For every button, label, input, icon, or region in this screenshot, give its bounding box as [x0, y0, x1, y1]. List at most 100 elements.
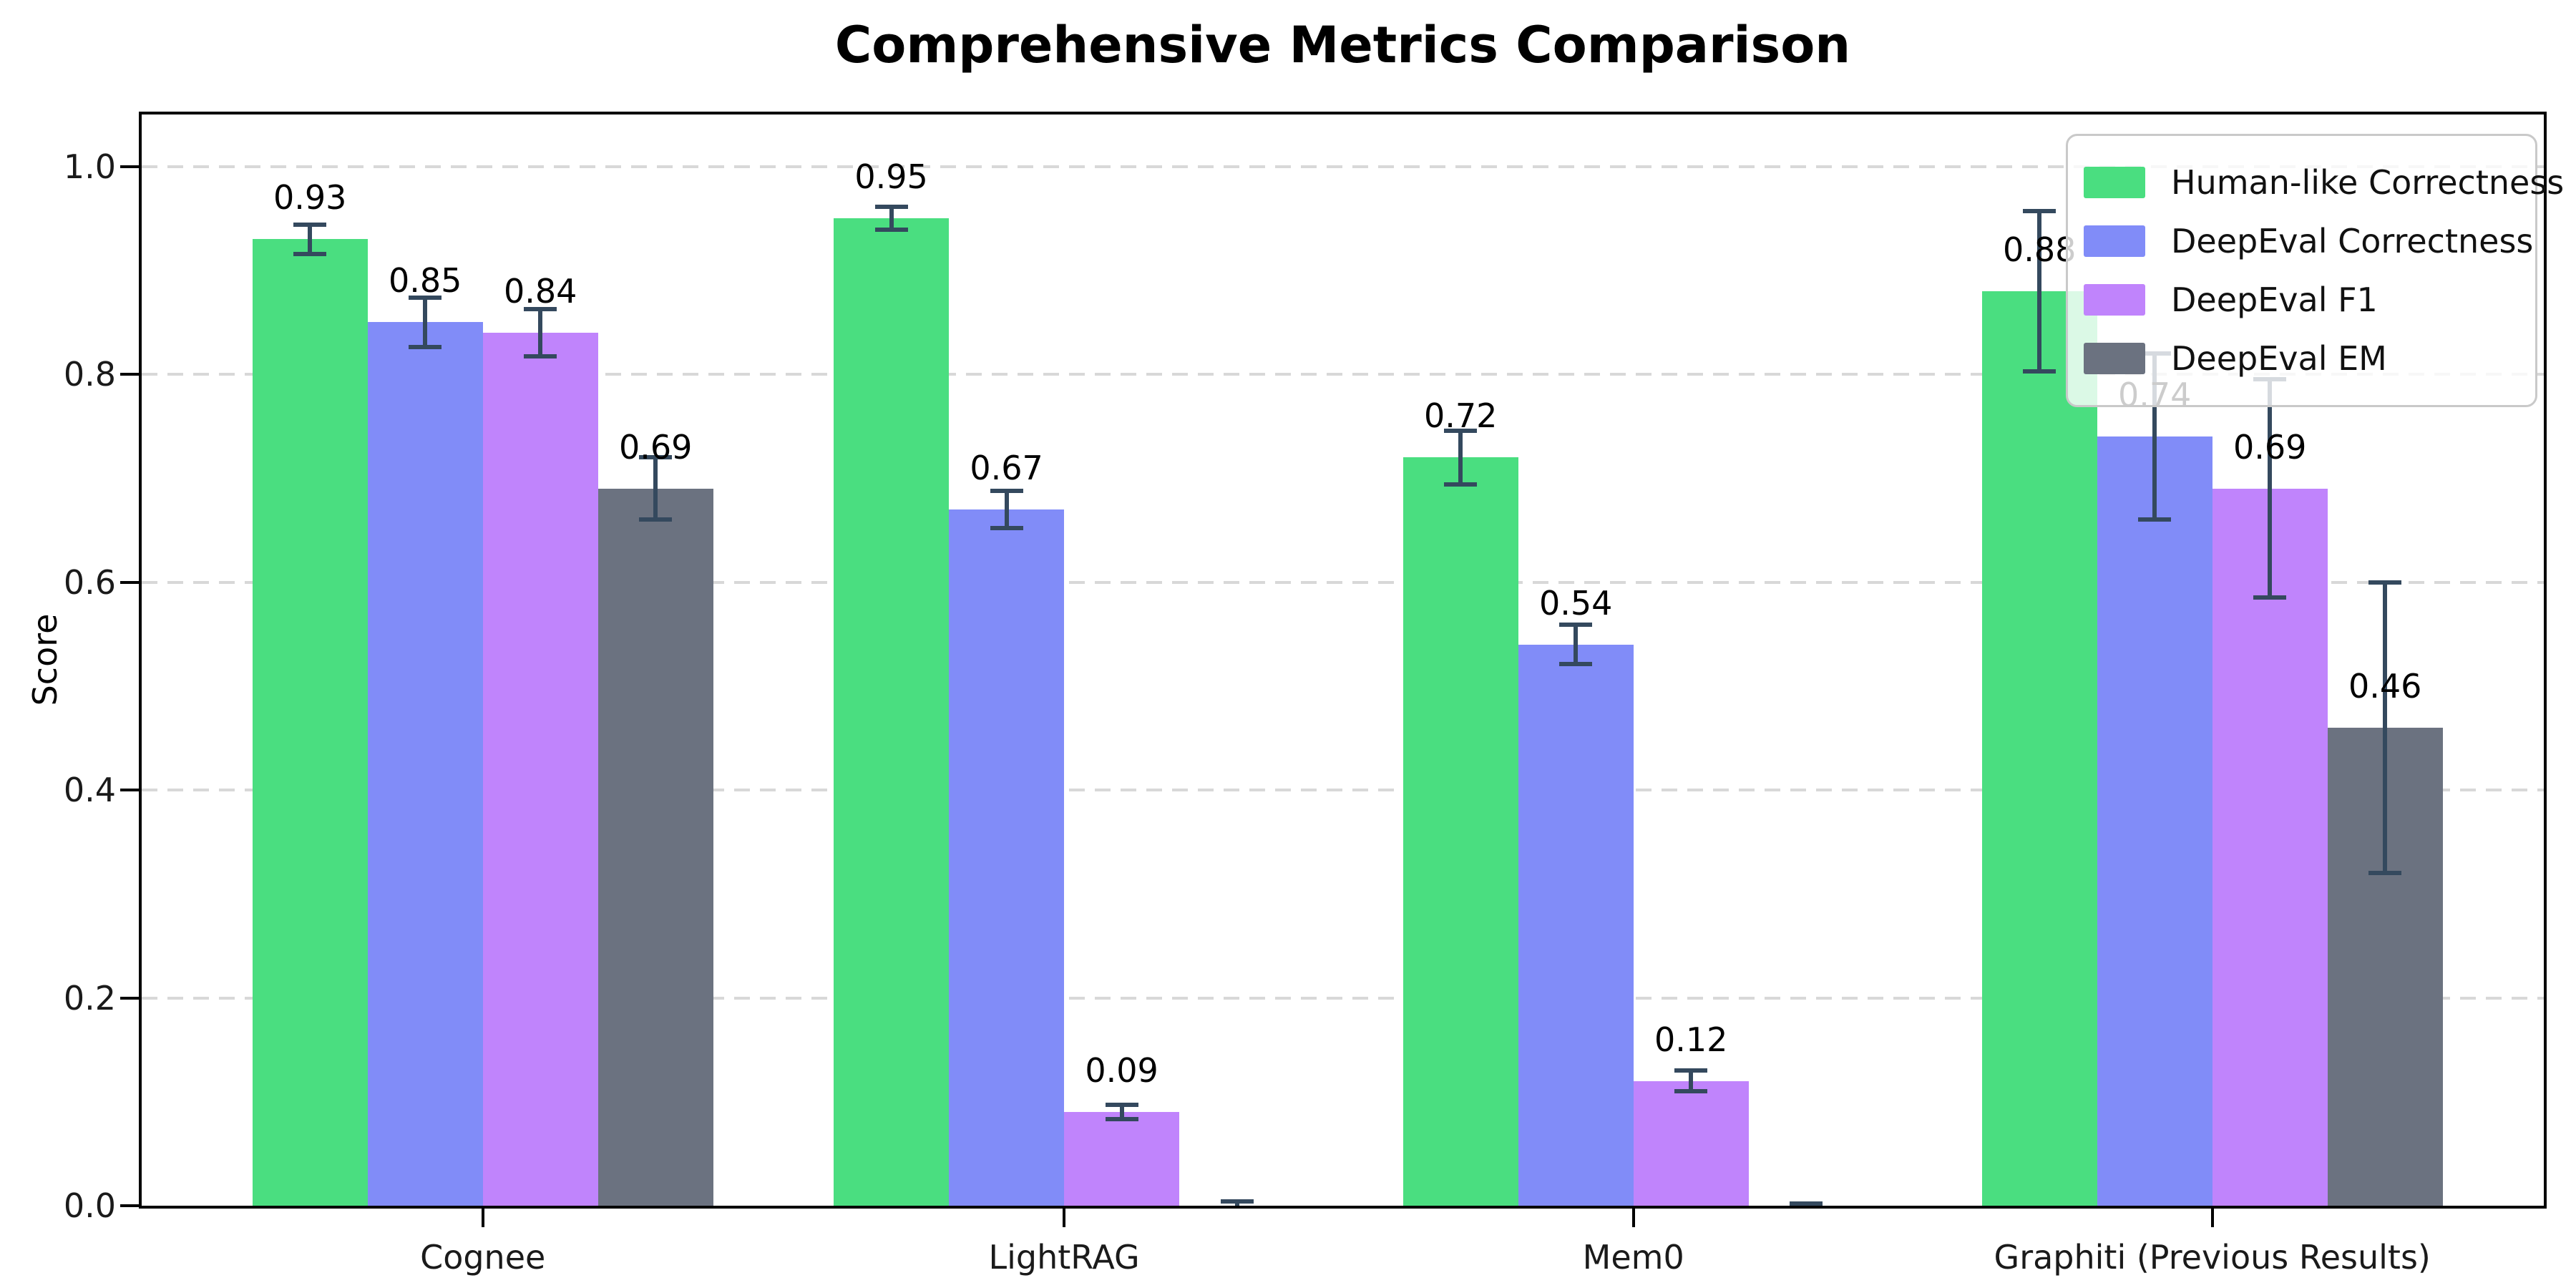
error-bar-deepeval-f1-graphiti-previous-results: [2268, 379, 2273, 598]
bar-value-label-deepeval-f1-cognee: 0.84: [503, 272, 577, 311]
legend-label-deepeval-correctness: DeepEval Correctness: [2171, 222, 2534, 260]
gridline-0.4: [142, 789, 2544, 792]
legend-swatch-human-like-correctness: [2084, 167, 2145, 198]
error-bar-deepeval-f1-cognee: [538, 308, 543, 357]
error-cap-top-deepeval-correctness-mem0: [1559, 623, 1593, 628]
chart-title: Comprehensive Metrics Comparison: [834, 16, 1851, 74]
legend-swatch-deepeval-correctness: [2084, 225, 2145, 257]
error-cap-top-deepeval-correctness-cognee: [409, 295, 442, 300]
axis-spine-bottom: [139, 1206, 2547, 1209]
y-tick-0.8: [120, 373, 142, 376]
bar-value-label-deepeval-f1-lightrag: 0.09: [1085, 1051, 1158, 1091]
error-bar-deepeval-em-cognee: [653, 457, 658, 520]
error-cap-bottom-deepeval-f1-lightrag: [1105, 1117, 1138, 1122]
error-cap-bottom-deepeval-f1-graphiti-previous-results: [2253, 595, 2287, 600]
y-tick-label-0.0: 0.0: [63, 1186, 116, 1225]
error-bar-deepeval-f1-mem0: [1689, 1070, 1694, 1092]
error-bar-human-like-correctness-mem0: [1458, 430, 1463, 485]
legend-label-deepeval-f1: DeepEval F1: [2171, 280, 2378, 319]
y-tick-0.6: [120, 580, 142, 584]
error-bar-deepeval-f1-lightrag: [1119, 1105, 1124, 1120]
error-cap-top-deepeval-em-mem0: [1790, 1201, 1823, 1206]
legend-swatch-deepeval-f1: [2084, 284, 2145, 316]
error-cap-bottom-deepeval-correctness-cognee: [409, 345, 442, 350]
error-cap-bottom-human-like-correctness-cognee: [293, 251, 327, 256]
x-tick-mem0: [1631, 1209, 1635, 1227]
x-tick-graphiti-previous-results: [2210, 1209, 2214, 1227]
error-cap-bottom-deepeval-f1-mem0: [1674, 1089, 1708, 1094]
y-tick-0.2: [120, 996, 142, 1000]
legend-label-human-like-correctness: Human-like Correctness: [2171, 163, 2565, 202]
y-tick-label-0.8: 0.8: [63, 355, 116, 394]
error-cap-bottom-human-like-correctness-graphiti-previous-results: [2023, 369, 2057, 374]
legend-swatch-deepeval-em: [2084, 343, 2145, 374]
error-cap-bottom-deepeval-correctness-lightrag: [990, 526, 1023, 531]
axis-spine-right: [2544, 112, 2547, 1209]
bar-deepeval-f1-graphiti-previous-results: [2212, 488, 2328, 1206]
axis-spine-top: [139, 112, 2547, 114]
bar-deepeval-f1-cognee: [482, 333, 598, 1206]
bar-value-label-deepeval-correctness-lightrag: 0.67: [970, 448, 1043, 487]
gridline-0.6: [142, 580, 2544, 584]
error-cap-top-deepeval-em-cognee: [639, 455, 673, 460]
error-bar-deepeval-correctness-graphiti-previous-results: [2152, 353, 2157, 520]
bar-deepeval-correctness-mem0: [1518, 644, 1634, 1206]
y-tick-label-0.2: 0.2: [63, 978, 116, 1018]
bar-value-label-deepeval-f1-graphiti-previous-results: 0.69: [2233, 427, 2307, 467]
gridline-1.0: [142, 165, 2544, 168]
x-tick-cognee: [481, 1209, 484, 1227]
error-cap-top-deepeval-f1-mem0: [1674, 1068, 1708, 1073]
bar-deepeval-f1-mem0: [1633, 1080, 1749, 1206]
error-cap-top-human-like-correctness-lightrag: [874, 205, 908, 210]
legend: Human-like Correctness DeepEval Correctne…: [2066, 134, 2564, 407]
error-cap-bottom-human-like-correctness-lightrag: [874, 228, 908, 233]
error-bar-human-like-correctness-lightrag: [889, 207, 894, 230]
bar-value-label-human-like-correctness-lightrag: 0.95: [854, 157, 928, 197]
y-axis-label: Score: [26, 613, 64, 706]
legend-item-deepeval-correctness: DeepEval Correctness: [2084, 213, 2533, 269]
bar-deepeval-correctness-graphiti-previous-results: [2097, 436, 2212, 1206]
bar-value-label-human-like-correctness-cognee: 0.93: [273, 178, 347, 218]
error-cap-top-deepeval-f1-cognee: [524, 306, 557, 311]
legend-item-human-like-correctness: Human-like Correctness: [2084, 155, 2564, 210]
bar-human-like-correctness-lightrag: [834, 218, 950, 1206]
bar-deepeval-correctness-lightrag: [949, 509, 1065, 1206]
bar-deepeval-correctness-cognee: [367, 322, 483, 1206]
bar-deepeval-em-cognee: [597, 488, 713, 1206]
x-tick-lightrag: [1063, 1209, 1066, 1227]
error-cap-bottom-deepeval-em-cognee: [639, 517, 673, 522]
y-tick-label-0.4: 0.4: [63, 771, 116, 810]
error-cap-bottom-human-like-correctness-mem0: [1444, 482, 1478, 487]
error-bar-deepeval-em-graphiti-previous-results: [2383, 582, 2388, 874]
y-tick-1.0: [120, 165, 142, 168]
error-cap-bottom-deepeval-correctness-mem0: [1559, 662, 1593, 667]
bar-value-label-deepeval-em-graphiti-previous-results: 0.46: [2348, 666, 2422, 706]
y-tick-0.4: [120, 789, 142, 792]
error-cap-top-human-like-correctness-mem0: [1444, 428, 1478, 433]
bar-value-label-human-like-correctness-mem0: 0.72: [1423, 396, 1498, 436]
y-tick-0.0: [120, 1204, 142, 1207]
error-cap-bottom-deepeval-em-graphiti-previous-results: [2368, 871, 2402, 876]
y-tick-label-0.6: 0.6: [63, 562, 116, 602]
bar-human-like-correctness-graphiti-previous-results: [1981, 291, 2097, 1206]
x-tick-label-lightrag: LightRAG: [988, 1238, 1140, 1277]
legend-item-deepeval-f1: DeepEval F1: [2084, 272, 2519, 328]
error-bar-human-like-correctness-graphiti-previous-results: [2037, 211, 2042, 371]
bar-value-label-deepeval-em-cognee: 0.69: [618, 427, 693, 467]
error-cap-top-human-like-correctness-graphiti-previous-results: [2023, 209, 2057, 214]
error-bar-deepeval-correctness-mem0: [1574, 625, 1579, 665]
gridline-0.2: [142, 996, 2544, 1000]
y-tick-label-1.0: 1.0: [63, 147, 116, 186]
error-cap-top-deepeval-correctness-lightrag: [990, 488, 1023, 493]
error-cap-bottom-deepeval-correctness-graphiti-previous-results: [2138, 517, 2172, 522]
x-tick-label-graphiti-previous-results: Graphiti (Previous Results): [1994, 1238, 2431, 1277]
bar-value-label-deepeval-correctness-mem0: 0.54: [1538, 583, 1613, 623]
legend-label-deepeval-em: DeepEval EM: [2171, 339, 2387, 378]
axis-spine-left: [139, 112, 142, 1209]
bar-value-label-deepeval-f1-mem0: 0.12: [1654, 1020, 1728, 1059]
bar-human-like-correctness-mem0: [1402, 457, 1518, 1206]
error-cap-top-deepeval-em-lightrag: [1220, 1199, 1254, 1204]
error-cap-bottom-deepeval-f1-cognee: [524, 354, 557, 359]
error-cap-top-human-like-correctness-cognee: [293, 222, 327, 227]
